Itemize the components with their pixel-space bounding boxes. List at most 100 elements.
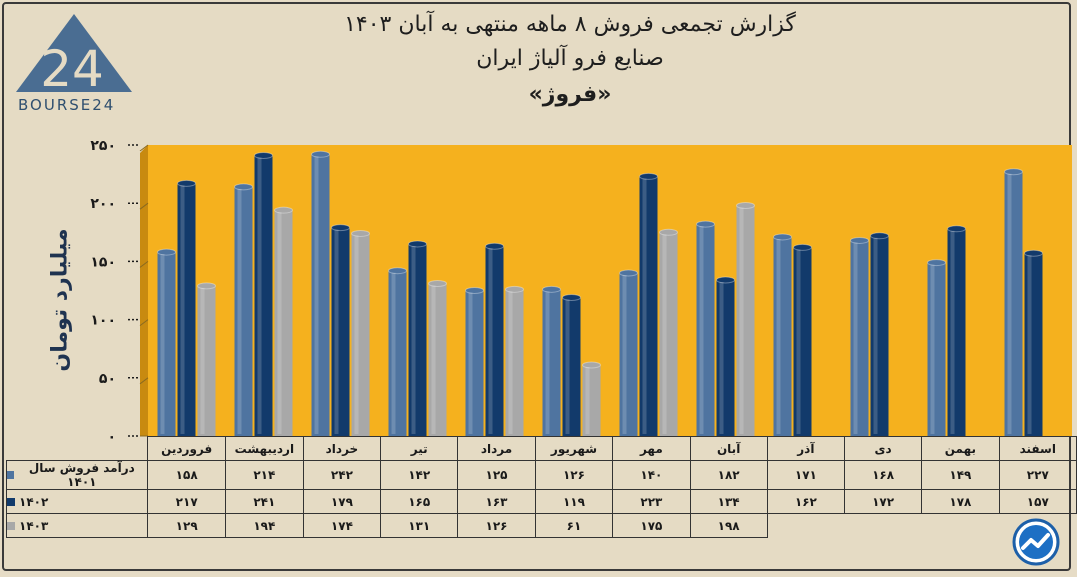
- y-tick-label: ۲۵۰: [90, 138, 116, 154]
- bar-2: [331, 227, 350, 436]
- bar-cap: [619, 269, 638, 277]
- bar-highlight: [277, 212, 282, 434]
- bar-cap: [947, 225, 966, 233]
- category-label: اردیبهشت: [224, 436, 304, 461]
- gridline: [139, 144, 149, 152]
- category-label: دی: [843, 436, 923, 461]
- value-cell: ۱۶۵: [380, 489, 459, 514]
- series-label: درآمد فروش سال ۱۴۰۱: [5, 460, 149, 490]
- bar-highlight: [719, 282, 724, 434]
- bar-cap: [562, 293, 581, 301]
- value-cell: ۱۴۰: [612, 460, 691, 490]
- bar-cap: [850, 236, 869, 244]
- bar-1: [157, 252, 176, 436]
- bar-2: [485, 246, 504, 436]
- data-table: اسفند بهمن دی آذر آبان مهر شهریور مرداد تیر خرداد…: [5, 436, 1077, 538]
- bar-2: [793, 247, 812, 436]
- value-cell: ۱۳۴: [689, 489, 768, 514]
- bar-cap: [542, 285, 561, 293]
- value-cell: ۲۱۷: [147, 489, 226, 514]
- bar-3: [428, 283, 447, 436]
- value-cell: ۱۴۹: [921, 460, 1000, 490]
- gridline: [139, 377, 149, 385]
- bar-highlight: [431, 285, 436, 434]
- legend-swatch: [7, 521, 15, 530]
- table-row: ۲۲۷ ۱۴۹ ۱۶۸ ۱۷۱ ۱۸۲ ۱۴۰ ۱۲۶ ۱۲۵ ۱۴۲ ۲۴۲ ۲۱۴ ۱۵۸ درآم…: [5, 460, 1077, 490]
- table-row: ۱۹۸ ۱۷۵ ۶۱ ۱۲۶ ۱۳۱ ۱۷۴ ۱۹۴ ۱۲۹ ۱۴۰۳: [5, 513, 1077, 538]
- company-symbol: «فروژ»: [528, 82, 612, 107]
- value-cell: [844, 513, 922, 538]
- bar-highlight: [160, 254, 165, 434]
- bar-2: [408, 243, 427, 436]
- bar-1: [542, 289, 561, 436]
- bar-highlight: [585, 366, 590, 434]
- bar-2: [870, 235, 889, 436]
- bar-highlight: [545, 291, 550, 434]
- bar-2: [254, 155, 273, 436]
- bar-2: [562, 297, 581, 436]
- bar-highlight: [699, 226, 704, 434]
- bar-3: [582, 364, 601, 436]
- bar-highlight: [662, 234, 667, 434]
- legend-swatch: [7, 497, 15, 506]
- bar-3: [274, 210, 293, 436]
- bar-highlight: [565, 299, 570, 434]
- category-label: شهریور: [534, 436, 614, 461]
- bar-1: [850, 240, 869, 436]
- bar-3: [197, 285, 216, 436]
- value-cell: ۱۲۶: [534, 460, 614, 490]
- y-tick-label: ۱۵۰: [90, 254, 116, 270]
- y-tick-label: ۵۰: [99, 371, 116, 387]
- value-cell: ۱۷۸: [921, 489, 1000, 514]
- bar-highlight: [950, 230, 955, 434]
- bar-highlight: [796, 249, 801, 434]
- value-cell: ۱۸۲: [689, 460, 768, 490]
- legend-label: درآمد فروش سال ۱۴۰۱: [28, 461, 135, 489]
- bar-highlight: [200, 287, 205, 434]
- bar-1: [619, 273, 638, 436]
- bar-highlight: [1007, 173, 1012, 434]
- bar-1: [1004, 171, 1023, 436]
- bar-cap: [773, 233, 792, 241]
- bar-cap: [793, 243, 812, 251]
- bar-1: [773, 236, 792, 436]
- bar-cap: [311, 150, 330, 158]
- bar-1: [465, 290, 484, 436]
- chart-title: گزارش تجمعی فروش ۸ ماهه منتهی به آبان ۱۴…: [344, 12, 796, 37]
- y-tick-label: ۱۰۰: [90, 313, 116, 329]
- bar-highlight: [1027, 255, 1032, 434]
- bar-cap: [1004, 168, 1023, 176]
- bar-cap: [696, 220, 715, 228]
- value-cell: ۱۲۹: [147, 513, 226, 538]
- bar-highlight: [391, 272, 396, 434]
- value-cell: ۱۷۱: [766, 460, 845, 490]
- category-label: مرداد: [457, 436, 536, 461]
- value-cell: ۱۹۴: [224, 513, 304, 538]
- value-cell: ۲۲۳: [612, 489, 691, 514]
- y-tick-label: ۰: [107, 429, 116, 445]
- value-cell: ۱۱۹: [534, 489, 614, 514]
- value-cell: ۱۲۵: [457, 460, 536, 490]
- bar-2: [716, 280, 735, 436]
- bar-3: [736, 205, 755, 436]
- chart-subtitle: صنایع فرو آلیاژ ایران: [476, 46, 664, 71]
- bar-highlight: [873, 237, 878, 434]
- bar-cap: [157, 248, 176, 256]
- bar-cap: [274, 206, 293, 214]
- value-cell: ۱۶۸: [843, 460, 923, 490]
- bar-highlight: [334, 229, 339, 434]
- series-label: ۱۴۰۳: [5, 513, 149, 538]
- category-label: اسفند: [998, 436, 1077, 461]
- bar-2: [1024, 253, 1043, 436]
- value-cell: ۱۷۵: [612, 513, 691, 538]
- bar-cap: [331, 224, 350, 232]
- bar-highlight: [930, 264, 935, 434]
- bar-highlight: [853, 242, 858, 434]
- bar-cap: [351, 229, 370, 237]
- bar-2: [639, 176, 658, 437]
- plot-area: [148, 145, 1072, 436]
- bar-cap: [927, 259, 946, 267]
- value-cell: [921, 513, 1000, 538]
- table-row: ۱۵۷ ۱۷۸ ۱۷۲ ۱۶۲ ۱۳۴ ۲۲۳ ۱۱۹ ۱۶۳ ۱۶۵ ۱۷۹ ۲۴۱ ۲۱۷ ۱۴۰۲: [5, 489, 1077, 514]
- bourse24-logo: 24: [16, 14, 132, 98]
